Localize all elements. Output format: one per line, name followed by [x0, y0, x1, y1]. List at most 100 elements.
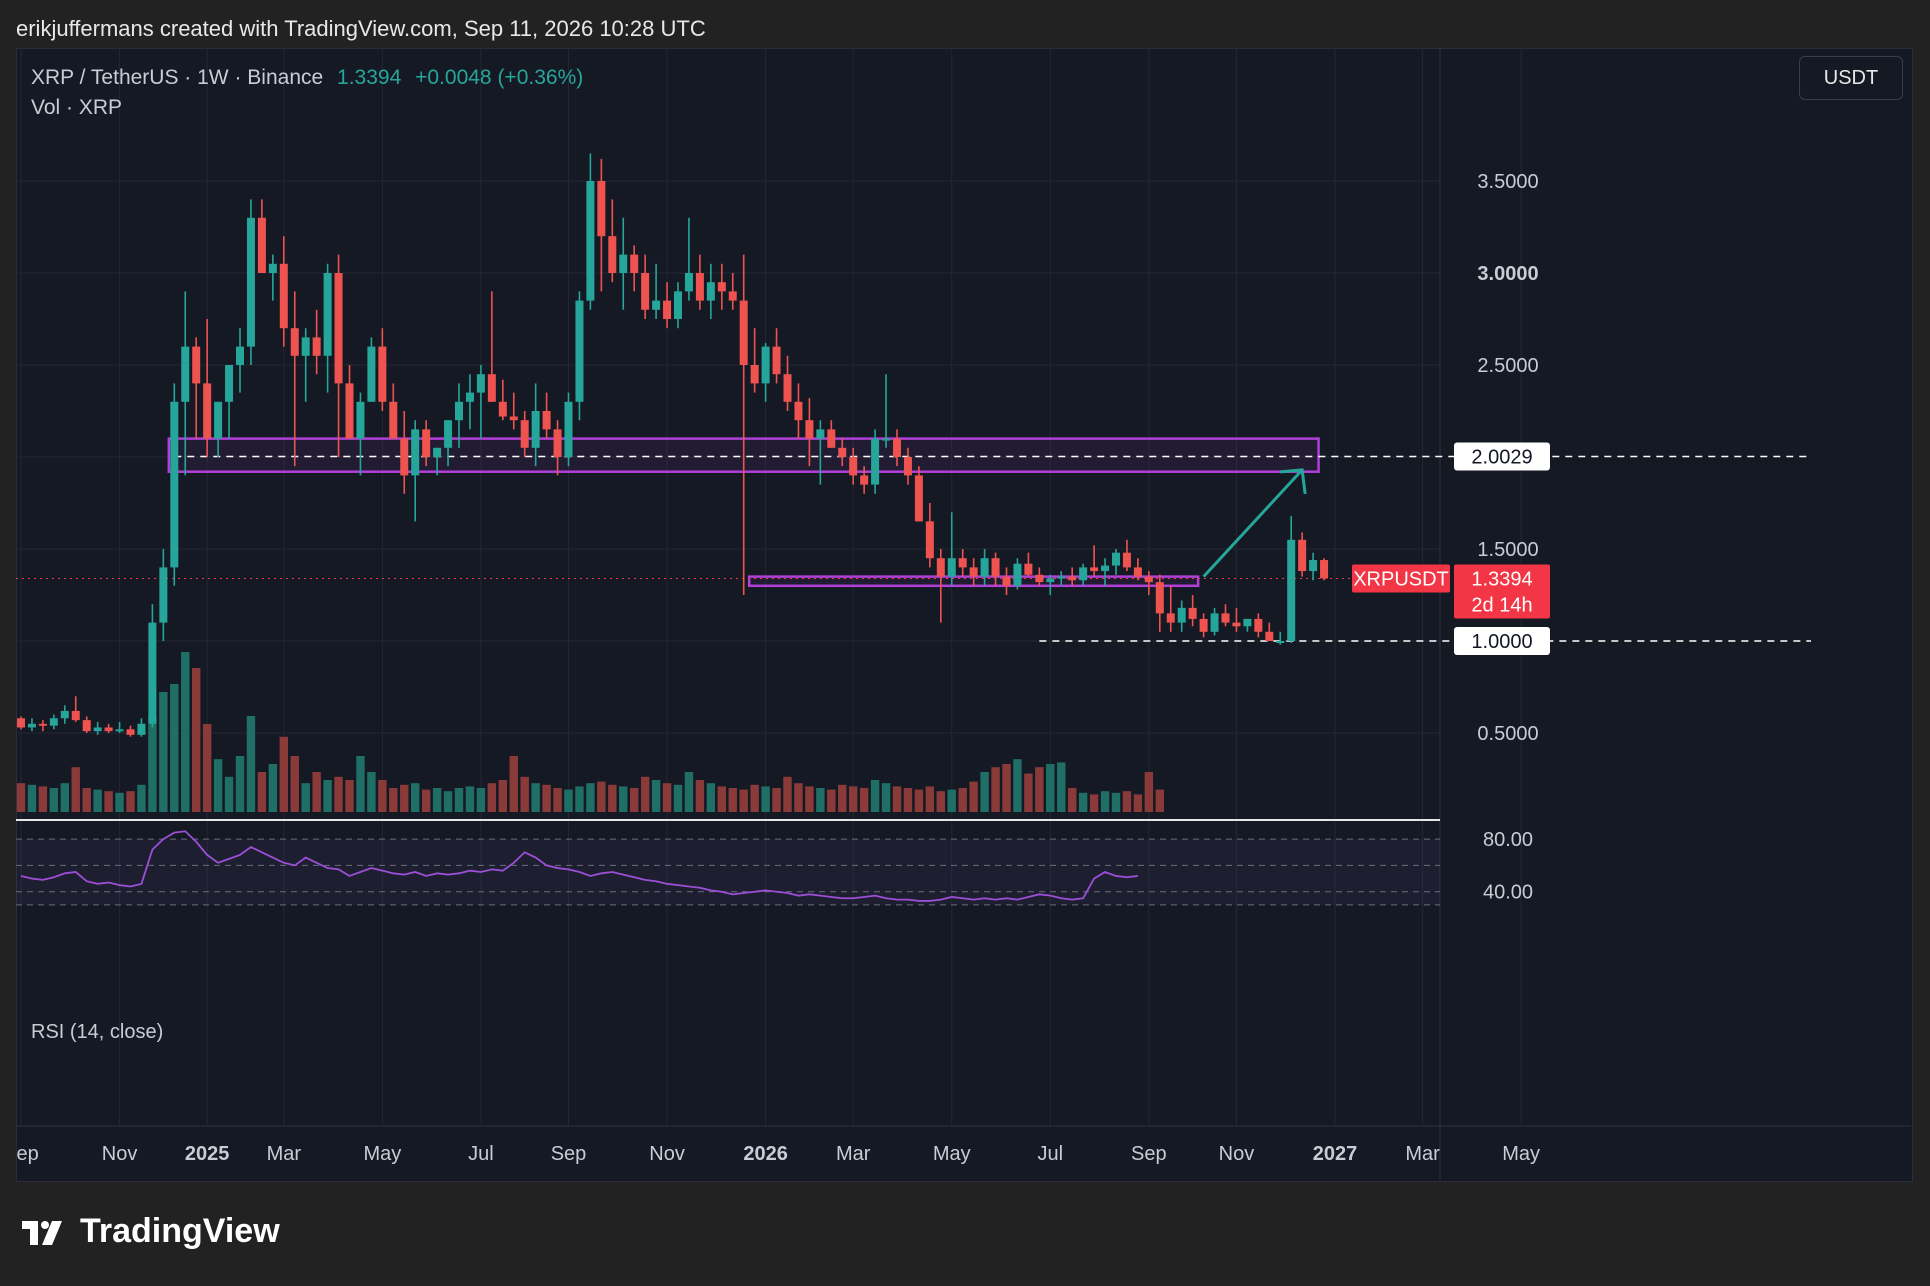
candle-body	[695, 273, 704, 301]
projection-arrow-head	[1280, 468, 1307, 495]
volume-bar	[170, 684, 179, 812]
candle-body	[531, 411, 540, 448]
volume-bar	[1057, 762, 1066, 812]
time-axis-label: Sep	[1131, 1143, 1167, 1165]
candle-body	[1166, 613, 1175, 623]
volume-bar	[640, 776, 650, 812]
volume-bar	[608, 784, 617, 812]
time-axis-label: Sep	[551, 1143, 587, 1165]
symbol-price-tag	[1352, 564, 1450, 593]
tradingview-logo: TradingView	[20, 1212, 280, 1251]
price-axis-label: 3.0000	[1477, 263, 1538, 285]
rsi-legend[interactable]: RSI (14, close)	[31, 1021, 164, 1043]
volume-bar	[268, 764, 278, 812]
chart-panel[interactable]	[16, 48, 1913, 1182]
volume-bar	[498, 780, 507, 812]
candle-body	[1155, 582, 1164, 614]
volume-bar	[312, 772, 321, 812]
volume-bar	[947, 789, 956, 812]
rsi-axis-label: 40.00	[1483, 882, 1533, 904]
time-axis-label: Nov	[649, 1143, 685, 1165]
candle-body	[433, 447, 442, 457]
currency-button[interactable]: USDT	[1799, 56, 1903, 100]
volume-bar	[717, 786, 726, 812]
volume-bar	[805, 786, 814, 812]
candle-body	[871, 438, 880, 485]
volume-bar	[662, 783, 672, 812]
volume-bar	[1133, 794, 1143, 812]
candle-body	[1112, 552, 1120, 566]
candle-body	[739, 300, 748, 365]
volume-bar	[925, 786, 935, 812]
candle-body	[1210, 613, 1219, 632]
candle-body	[1046, 578, 1055, 583]
candle-body	[1254, 618, 1263, 632]
candle-body	[1232, 622, 1241, 627]
support-price-tag	[1454, 627, 1550, 655]
candle-body	[1133, 567, 1142, 577]
time-axis-label: Mar	[1405, 1143, 1440, 1165]
volume-bar	[1002, 764, 1011, 812]
candle-body	[608, 236, 617, 273]
candle-body	[246, 217, 255, 347]
volume-bar	[323, 780, 332, 812]
candle-body	[411, 429, 420, 476]
candle-body	[925, 521, 934, 559]
volume-bar	[958, 788, 967, 812]
volume-legend[interactable]: Vol · XRP	[31, 96, 123, 119]
candle-body	[192, 346, 201, 384]
candle-body	[1024, 563, 1033, 575]
candle-body	[805, 420, 814, 439]
volume-bar	[126, 791, 135, 812]
volume-bar	[104, 791, 113, 812]
symbol-price-tag-label: XRPUSDT	[1353, 569, 1449, 591]
candle-body	[652, 300, 661, 310]
candle-body	[706, 282, 715, 301]
candle-body	[38, 723, 47, 726]
candle-body	[389, 401, 398, 439]
candle-body	[750, 365, 759, 384]
volume-bar	[246, 716, 256, 812]
volume-bar	[1111, 792, 1121, 812]
volume-bar	[411, 783, 420, 812]
price-chart[interactable]: 80.00 40.00 0.5000 1.5000 2.5000 3.0000 3.5000…	[16, 48, 1911, 1180]
candle-body	[356, 401, 365, 439]
candle-body	[27, 723, 36, 728]
volume-bar	[794, 783, 803, 812]
volume-bar	[936, 791, 945, 812]
symbol-legend[interactable]: XRP / TetherUS · 1W · Binance 1.3394 +0.…	[31, 66, 583, 90]
volume-bar	[1078, 792, 1088, 812]
candle-body	[1287, 539, 1296, 641]
volume-bar	[684, 772, 694, 812]
volume-bar	[892, 786, 902, 812]
candle-body	[71, 710, 80, 721]
volume-bar	[673, 784, 683, 812]
candle-body	[663, 300, 672, 319]
candle-body	[980, 558, 989, 577]
volume-bar	[783, 776, 792, 812]
volume-bar	[838, 784, 847, 812]
time-axis-label: May	[1502, 1143, 1540, 1165]
volume-bar	[772, 788, 781, 812]
candle-body	[93, 727, 102, 732]
candle-body	[1221, 613, 1230, 623]
volume-bar	[531, 783, 540, 812]
candle-body	[674, 291, 682, 319]
volume-bar	[71, 767, 80, 812]
candle-body	[794, 401, 803, 421]
candle-body	[301, 337, 310, 356]
candle-body	[1265, 631, 1274, 641]
volume-bar	[739, 789, 748, 812]
support-price-label: 1.0000	[1471, 631, 1532, 653]
candle-body	[619, 254, 628, 273]
price-change: +0.0048 (+0.36%)	[415, 66, 584, 89]
volume-bar	[115, 792, 124, 812]
candle-body	[49, 718, 58, 726]
current-price-tag	[1454, 564, 1550, 619]
rsi-line	[20, 830, 1139, 902]
volume-bar	[159, 692, 168, 812]
candle-body	[958, 558, 967, 568]
volume-bar	[290, 756, 299, 812]
candle-body	[400, 438, 409, 476]
volume-bar	[301, 783, 310, 812]
